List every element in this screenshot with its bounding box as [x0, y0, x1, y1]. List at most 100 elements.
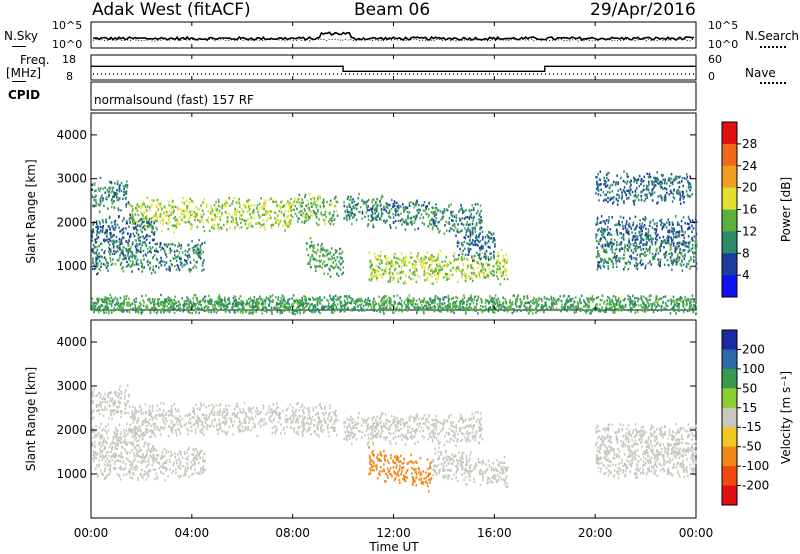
power-point: [332, 261, 335, 264]
power-point: [363, 309, 366, 312]
power-point: [329, 212, 331, 215]
power-point: [460, 270, 463, 273]
power-point: [613, 242, 615, 246]
power-point: [643, 225, 645, 228]
power-point: [591, 295, 594, 298]
power-point: [169, 267, 171, 270]
power-point: [633, 235, 636, 238]
power-point: [496, 265, 499, 268]
power-point: [652, 237, 654, 241]
power-point: [197, 256, 200, 259]
power-point: [379, 306, 381, 309]
power-point: [136, 205, 138, 208]
power-point: [221, 206, 223, 210]
power-point: [628, 191, 631, 195]
power-point: [633, 243, 635, 246]
power-point: [455, 270, 457, 273]
power-point: [493, 301, 496, 304]
power-point: [536, 309, 539, 312]
power-point: [465, 223, 468, 226]
power-point: [600, 215, 603, 218]
power-point: [410, 222, 413, 225]
power-point: [636, 181, 638, 185]
power-point: [338, 267, 340, 270]
power-point: [116, 245, 119, 248]
power-point: [623, 253, 625, 256]
power-point: [682, 263, 685, 266]
power-point: [657, 182, 660, 185]
power-point: [660, 240, 663, 243]
power-point: [100, 242, 102, 246]
power-point: [616, 233, 619, 236]
power-point: [160, 303, 163, 306]
power-point: [447, 221, 449, 225]
power-point: [533, 302, 535, 305]
power-point: [667, 235, 669, 238]
power-point: [331, 307, 334, 310]
power-point: [262, 307, 264, 310]
power-point: [543, 304, 545, 307]
power-point: [261, 300, 264, 303]
power-point: [153, 302, 155, 305]
power-point: [324, 222, 326, 225]
power-point: [679, 251, 681, 254]
power-point: [619, 243, 621, 246]
power-point: [599, 183, 601, 186]
power-point: [693, 260, 695, 263]
power-point: [334, 248, 337, 252]
power-point: [250, 299, 252, 303]
power-point: [116, 198, 118, 202]
power-point: [624, 246, 626, 249]
power-point: [421, 221, 424, 225]
power-point: [359, 303, 361, 307]
power-point: [663, 198, 666, 201]
power-point: [489, 257, 492, 261]
power-point: [619, 257, 622, 260]
power-point: [686, 175, 689, 179]
power-point: [430, 223, 433, 226]
power-point: [160, 259, 162, 262]
power-point: [443, 232, 446, 235]
power-point: [608, 308, 610, 311]
power-point: [466, 221, 468, 224]
power-point: [639, 245, 641, 249]
cpid-label: CPID: [8, 88, 41, 102]
power-point: [660, 183, 662, 187]
power-point: [469, 277, 472, 281]
power-point: [437, 306, 440, 310]
power-point: [241, 309, 244, 312]
power-point: [650, 303, 652, 306]
power-point: [474, 295, 477, 298]
power-point: [162, 217, 164, 220]
power-point: [280, 211, 283, 214]
power-point: [102, 300, 104, 304]
power-point: [682, 184, 684, 188]
power-point: [528, 306, 530, 310]
power-point: [590, 312, 592, 315]
power-point: [360, 309, 363, 312]
power-point: [179, 260, 182, 264]
power-point: [487, 258, 490, 262]
power-point: [347, 205, 349, 208]
power-point: [389, 216, 392, 219]
power-point: [511, 300, 514, 304]
power-point: [413, 206, 416, 209]
power-point: [543, 297, 546, 300]
power-point: [636, 196, 638, 199]
power-point: [193, 210, 196, 214]
power-point: [162, 247, 165, 251]
power-point: [405, 306, 407, 310]
power-point: [471, 299, 473, 303]
power-point: [668, 223, 671, 226]
power-point: [575, 307, 578, 310]
power-point: [153, 306, 156, 309]
power-point: [378, 303, 380, 306]
power-point: [661, 227, 664, 231]
power-point: [376, 207, 378, 210]
power-point: [399, 219, 402, 223]
power-point: [681, 269, 684, 272]
power-point: [371, 216, 374, 220]
power-point: [338, 252, 341, 255]
power-point: [439, 303, 441, 306]
power-point: [503, 305, 506, 309]
